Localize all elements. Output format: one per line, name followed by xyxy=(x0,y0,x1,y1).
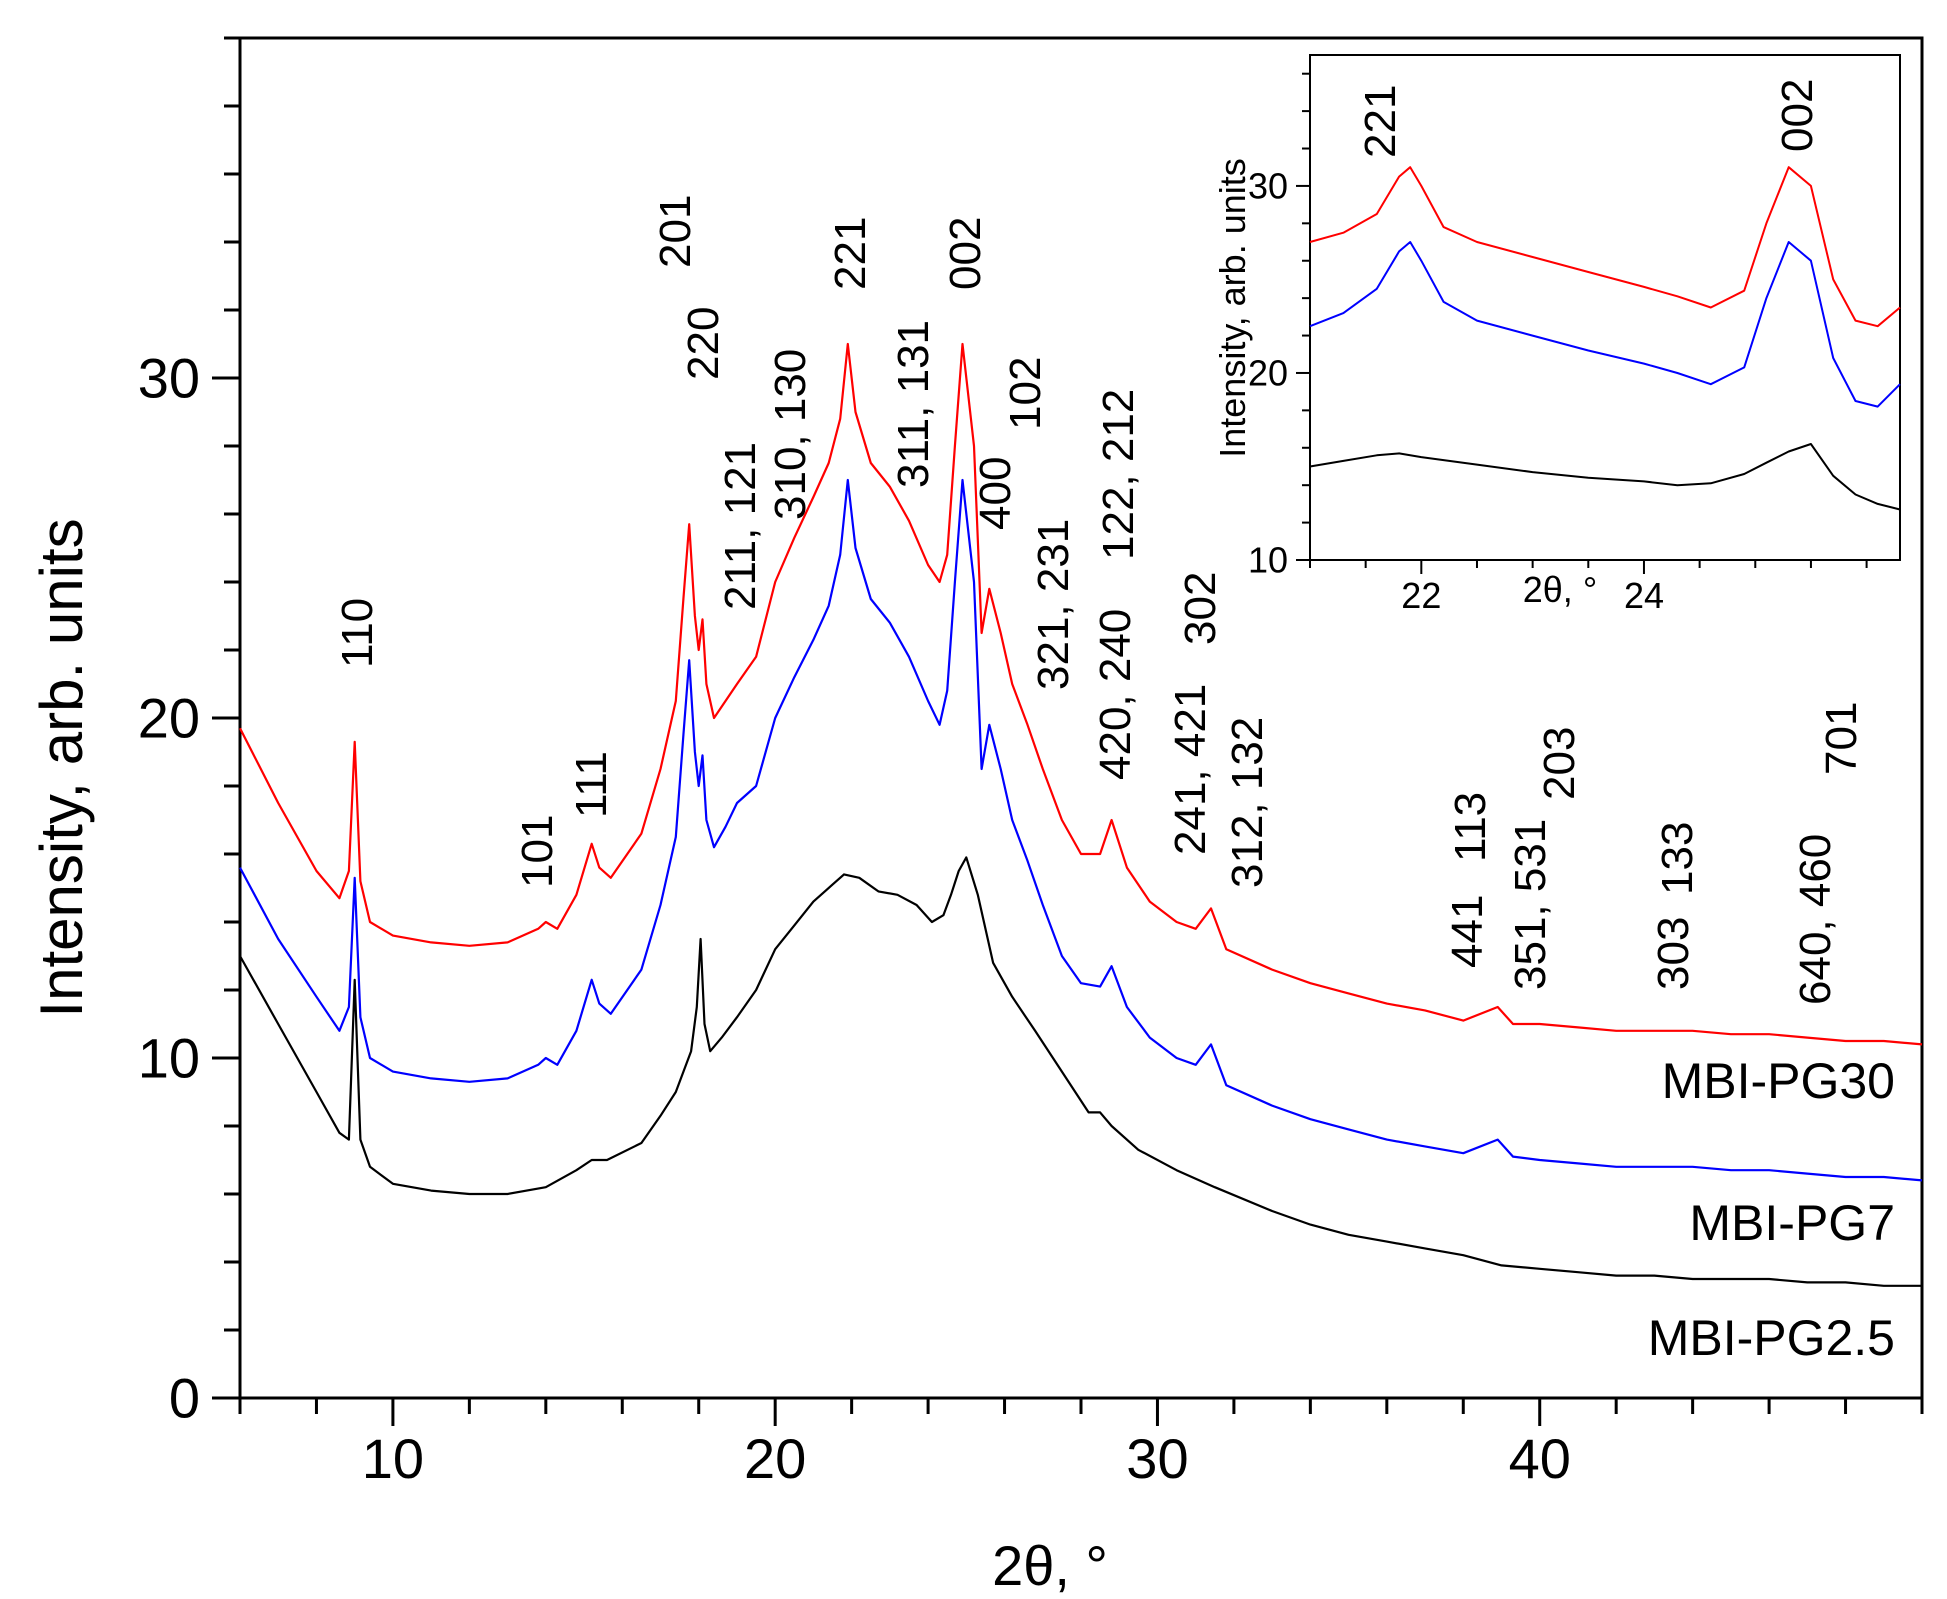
peak-label-110: 110 xyxy=(333,598,382,668)
y-tick-label-20: 20 xyxy=(138,687,200,750)
series-line-mbi-pg7 xyxy=(1309,241,1901,408)
peak-label-441: 441 xyxy=(1443,895,1492,968)
series-line-mbi-pg2-5 xyxy=(239,856,1922,1287)
peak-label-640-460: 640, 460 xyxy=(1791,834,1840,1005)
peak-label-400: 400 xyxy=(971,457,1020,530)
inset-background xyxy=(1310,55,1900,560)
x-tick-label-30: 30 xyxy=(1126,1427,1188,1490)
peak-label-303: 303 xyxy=(1649,917,1698,990)
y-tick-label-20: 20 xyxy=(1248,353,1288,394)
series-label-mbi-pg7: MBI-PG7 xyxy=(1689,1195,1895,1251)
inset-y-axis-title: Intensity, arb. units xyxy=(1212,158,1253,457)
x-tick-label-20: 20 xyxy=(744,1427,806,1490)
peak-label-211-121: 211, 121 xyxy=(716,442,765,610)
peak-label-111: 111 xyxy=(567,751,616,818)
y-tick-label-30: 30 xyxy=(138,347,200,410)
peak-label-113: 113 xyxy=(1446,792,1495,862)
peak-label-203: 203 xyxy=(1535,727,1584,800)
y-tick-label-10: 10 xyxy=(1248,540,1288,581)
series-line-mbi-pg2-5 xyxy=(1309,443,1901,511)
y-tick-label-30: 30 xyxy=(1248,166,1288,207)
x-tick-label-24: 24 xyxy=(1624,575,1664,616)
main-series-group xyxy=(239,342,1923,1287)
y-tick-label-0: 0 xyxy=(169,1367,200,1430)
series-line-mbi-pg30 xyxy=(239,342,1923,1046)
peak-label-420-240: 420, 240 xyxy=(1091,609,1140,780)
x-tick-label-10: 10 xyxy=(362,1427,424,1490)
peak-label-220: 220 xyxy=(679,307,728,380)
peak-label-302: 302 xyxy=(1176,572,1225,645)
peak-label-102: 102 xyxy=(1001,357,1050,430)
peak-label-312-132: 312, 132 xyxy=(1223,717,1272,888)
inset-series-group xyxy=(1309,166,1901,511)
inset-axis-ticks: 22 24 10 20 30 xyxy=(1248,72,1868,616)
main-y-axis-title: Intensity, arb. units xyxy=(28,518,95,1017)
inset-x-axis-title: 2θ, ° xyxy=(1523,569,1597,610)
peak-label-221: 221 xyxy=(826,217,875,290)
main-x-axis-title: 2θ, ° xyxy=(992,1534,1108,1597)
main-peak-labels: 110 101 111 220 201 211, 121 310, 130 22… xyxy=(333,195,1866,1005)
peak-label-321-231: 321, 231 xyxy=(1029,519,1078,690)
peak-label-310-130: 310, 130 xyxy=(766,349,815,520)
peak-label-701: 701 xyxy=(1817,702,1866,775)
series-label-mbi-pg2-5: MBI-PG2.5 xyxy=(1648,1310,1895,1366)
peak-label-101: 101 xyxy=(513,815,562,888)
peak-label-241-421: 241, 421 xyxy=(1166,684,1215,855)
x-tick-label-40: 40 xyxy=(1509,1427,1571,1490)
peak-label-311-131: 311, 131 xyxy=(889,320,938,488)
peak-label-002: 002 xyxy=(941,217,990,290)
peak-label-122-212: 122, 212 xyxy=(1094,389,1143,560)
series-label-mbi-pg30: MBI-PG30 xyxy=(1662,1053,1895,1109)
x-tick-label-22: 22 xyxy=(1401,575,1441,616)
series-line-mbi-pg30 xyxy=(1309,166,1901,328)
peak-label-201: 201 xyxy=(651,195,700,268)
peak-label-133: 133 xyxy=(1653,822,1702,895)
series-line-mbi-pg7 xyxy=(239,478,1923,1182)
inset-peak-label-221: 221 xyxy=(1356,85,1405,158)
inset-chart: 22 24 10 20 30 2θ, ° Intensity, arb. units 2… xyxy=(1212,54,1901,616)
inset-peak-label-002: 002 xyxy=(1773,79,1822,152)
peak-label-351-531: 351, 531 xyxy=(1506,819,1555,990)
y-tick-label-10: 10 xyxy=(138,1027,200,1090)
